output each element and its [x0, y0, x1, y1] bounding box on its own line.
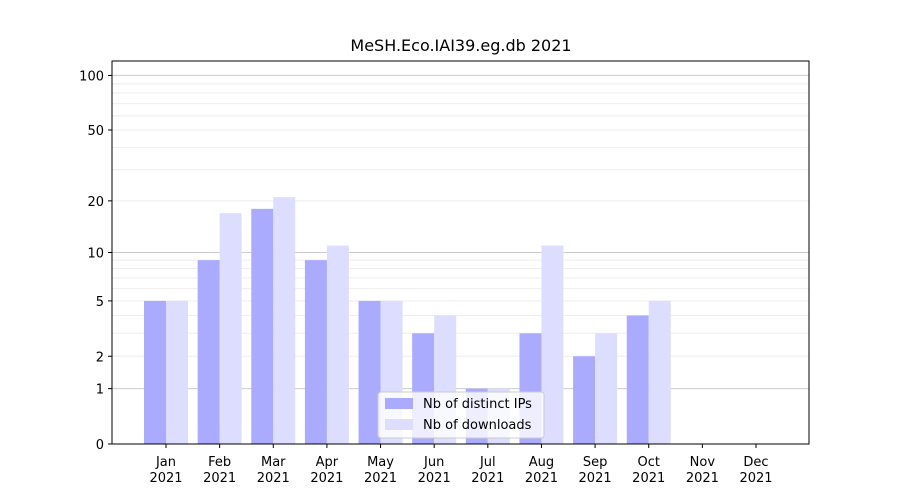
- x-tick-label-year: 2021: [257, 471, 290, 486]
- y-tick-label: 50: [87, 124, 104, 139]
- bar-distinct-ips-feb: [197, 260, 220, 444]
- bar-distinct-ips-sep: [573, 356, 596, 444]
- x-tick-label-month: Mar: [261, 455, 286, 470]
- x-tick-label-year: 2021: [310, 471, 343, 486]
- y-tick-label: 10: [87, 247, 104, 262]
- x-tick-label-month: Jun: [423, 455, 444, 470]
- x-tick-label-month: Aug: [529, 455, 554, 470]
- y-tick-label: 100: [79, 69, 104, 84]
- x-tick-label-year: 2021: [739, 471, 772, 486]
- x-tick-label-month: Feb: [208, 455, 231, 470]
- legend-swatch: [385, 398, 413, 409]
- x-tick-label-year: 2021: [579, 471, 612, 486]
- y-tick-label: 1: [96, 383, 104, 398]
- y-tick-label: 20: [87, 195, 104, 210]
- y-tick-label: 2: [96, 350, 104, 365]
- legend-label: Nb of distinct IPs: [423, 397, 532, 412]
- legend: Nb of distinct IPs Nb of downloads: [377, 391, 545, 439]
- y-tick-label: 0: [96, 438, 104, 453]
- legend-label: Nb of downloads: [423, 418, 532, 433]
- bar-downloads-jan: [166, 300, 188, 444]
- bar-distinct-ips-jan: [144, 300, 166, 444]
- x-tick-label-year: 2021: [632, 471, 665, 486]
- x-tick-label-year: 2021: [364, 471, 397, 486]
- legend-box: [377, 391, 545, 439]
- bar-distinct-ips-apr: [304, 260, 327, 444]
- legend-swatch: [385, 419, 413, 430]
- bar-distinct-ips-mar: [251, 208, 274, 444]
- x-tick-label-month: Dec: [743, 455, 768, 470]
- bar-distinct-ips-may: [358, 300, 381, 444]
- y-tick-label: 5: [96, 295, 104, 310]
- x-tick-label-year: 2021: [686, 471, 719, 486]
- bar-downloads-aug: [541, 245, 564, 444]
- bar-downloads-feb: [219, 213, 242, 444]
- bar-distinct-ips-oct: [626, 315, 649, 444]
- x-tick-label-year: 2021: [203, 471, 236, 486]
- x-tick-label-month: Nov: [690, 455, 716, 470]
- x-tick-label-month: Oct: [637, 455, 659, 470]
- x-tick-label-year: 2021: [149, 471, 182, 486]
- bar-downloads-mar: [273, 197, 296, 444]
- x-tick-label-month: Jul: [479, 455, 496, 470]
- x-tick-label-year: 2021: [418, 471, 451, 486]
- x-axis: Jan2021Feb2021Mar2021Apr2021May2021Jun20…: [149, 444, 773, 486]
- x-tick-label-year: 2021: [525, 471, 558, 486]
- bar-downloads-oct: [648, 300, 671, 444]
- y-axis: 0 1 2 5 10 20 50 100: [79, 69, 112, 453]
- x-tick-label-month: Jan: [155, 455, 176, 470]
- bar-downloads-sep: [595, 333, 618, 444]
- x-tick-label-month: Apr: [316, 455, 339, 470]
- x-tick-label-year: 2021: [471, 471, 504, 486]
- bar-downloads-apr: [326, 245, 349, 444]
- chart-title: MeSH.Eco.IAI39.eg.db 2021: [350, 36, 571, 55]
- x-tick-label-month: May: [367, 455, 394, 470]
- x-tick-label-month: Sep: [583, 455, 608, 470]
